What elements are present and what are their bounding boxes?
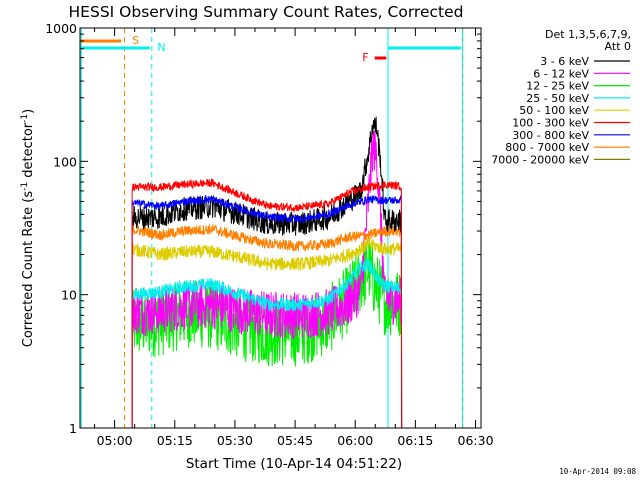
x-tick-label: 06:15 bbox=[397, 433, 433, 448]
night-flag-label: N bbox=[157, 41, 165, 54]
legend-label: 300 - 800 keV bbox=[512, 129, 589, 142]
series-line bbox=[131, 130, 403, 428]
legend-label: 25 - 50 keV bbox=[526, 92, 589, 105]
plot-frame bbox=[79, 27, 482, 429]
x-tick-label: 05:00 bbox=[97, 433, 133, 448]
y-axis-label-sup2: -1 bbox=[20, 114, 30, 123]
x-tick-label: 06:30 bbox=[458, 433, 494, 448]
y-tick-label: 1000 bbox=[45, 21, 77, 36]
y-axis-label-sup1: -1 bbox=[20, 182, 30, 191]
x-tick-label: 05:15 bbox=[157, 433, 193, 448]
y-axis-label: Corrected Count Rate (s-1 detector-1) bbox=[20, 109, 36, 347]
y-tick-label: 1 bbox=[69, 421, 77, 436]
legend-label: 12 - 25 keV bbox=[526, 80, 589, 93]
y-axis-label-end: ) bbox=[21, 109, 36, 114]
x-axis-label: Start Time (10-Apr-14 04:51:22) bbox=[186, 456, 402, 472]
legend-label: 50 - 100 keV bbox=[519, 104, 589, 117]
legend-label: 3 - 6 keV bbox=[540, 55, 589, 68]
legend-label: 800 - 7000 keV bbox=[505, 141, 589, 154]
timestamp: 10-Apr-2014 09:08 bbox=[559, 467, 636, 476]
legend-header-2: Att 0 bbox=[605, 40, 631, 53]
x-tick-label: 05:45 bbox=[277, 433, 313, 448]
series-line bbox=[131, 116, 403, 428]
series-line bbox=[131, 224, 403, 428]
axes: 1 10 100 1000 05:00 05:15 05:30 05:45 06:00 06:15… bbox=[45, 21, 493, 448]
y-tick-label: 100 bbox=[53, 154, 77, 169]
legend-label: 7000 - 20000 keV bbox=[491, 153, 589, 166]
x-tick-label: 05:30 bbox=[217, 433, 253, 448]
series-line bbox=[131, 237, 403, 428]
flare-flag-label: F bbox=[362, 51, 368, 64]
series-line bbox=[131, 258, 403, 428]
chart-title: HESSI Observing Summary Count Rates, Cor… bbox=[69, 3, 464, 21]
series-layer bbox=[131, 116, 403, 428]
x-tick-label: 06:00 bbox=[337, 433, 373, 448]
y-axis-label-mid: detector bbox=[21, 122, 36, 182]
legend-header-1: Det 1,3,5,6,7,9, bbox=[545, 28, 631, 41]
y-tick-label: 10 bbox=[61, 288, 77, 303]
y-axis-label-main: Corrected Count Rate (s bbox=[21, 191, 36, 348]
series-line bbox=[131, 178, 403, 428]
saa-flag-label: S bbox=[132, 34, 139, 47]
legend-label: 100 - 300 keV bbox=[512, 117, 589, 130]
series-line bbox=[131, 194, 403, 428]
legend-label: 6 - 12 keV bbox=[533, 67, 589, 80]
